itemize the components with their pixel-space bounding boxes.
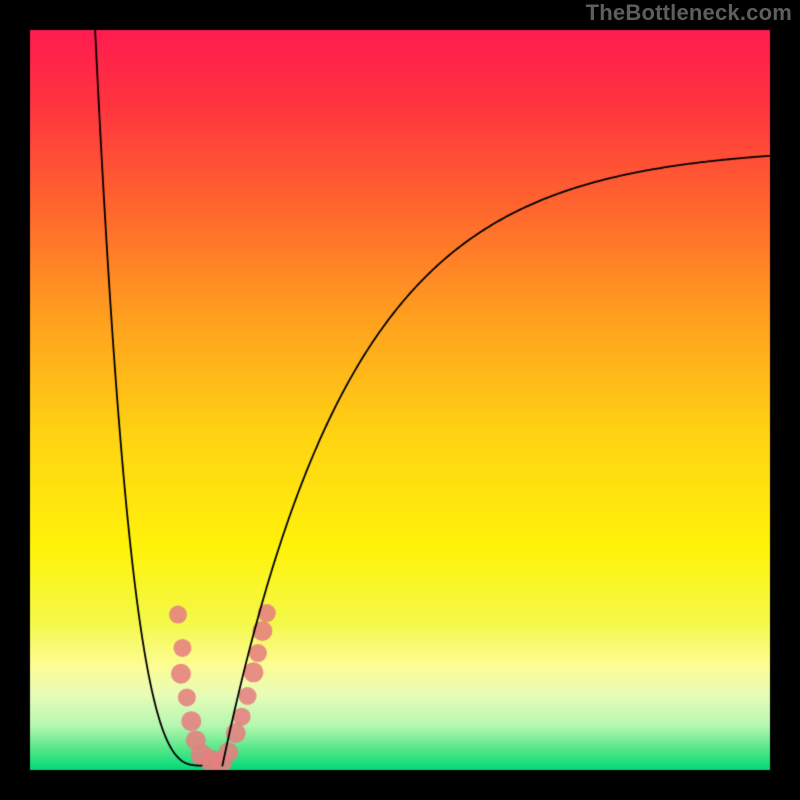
watermark-text: TheBottleneck.com [586, 0, 792, 26]
bottleneck-chart [0, 0, 800, 800]
